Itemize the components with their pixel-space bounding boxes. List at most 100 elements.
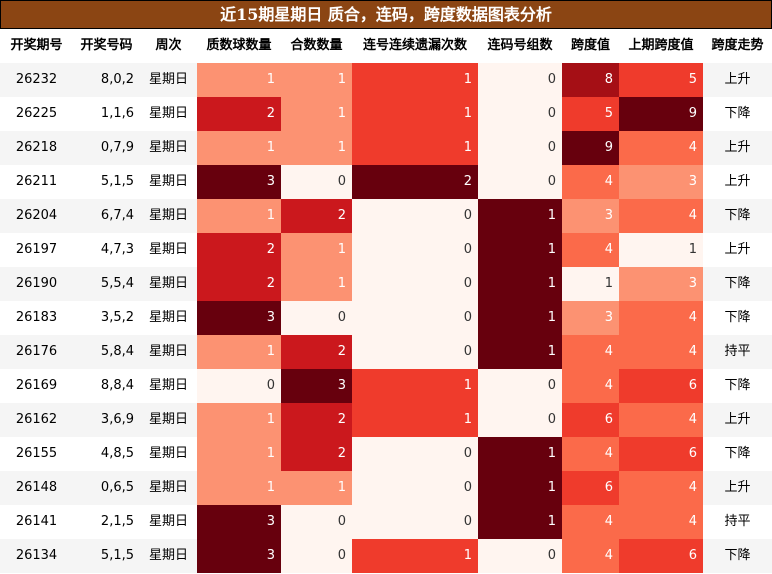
heat-cell: 6 (562, 471, 619, 505)
table-cell: 上升 (703, 131, 772, 165)
heat-cell: 1 (197, 403, 281, 437)
table-cell: 上升 (703, 471, 772, 505)
heat-cell: 0 (478, 97, 562, 131)
heat-cell: 6 (619, 369, 703, 403)
heat-cell: 5 (562, 97, 619, 131)
table-cell: 上升 (703, 63, 772, 97)
table-cell: 3,6,9 (73, 403, 140, 437)
table-cell: 上升 (703, 403, 772, 437)
table-cell: 5,1,5 (73, 539, 140, 573)
heat-cell: 4 (619, 335, 703, 369)
column-header: 跨度走势 (703, 29, 772, 63)
heat-cell: 2 (352, 165, 478, 199)
column-header: 开奖期号 (0, 29, 73, 63)
table-cell: 26162 (0, 403, 73, 437)
heat-cell: 1 (352, 97, 478, 131)
heat-cell: 1 (352, 403, 478, 437)
heat-cell: 4 (619, 403, 703, 437)
table-cell: 3,5,2 (73, 301, 140, 335)
table-cell: 8,0,2 (73, 63, 140, 97)
heat-cell: 3 (562, 199, 619, 233)
heat-cell: 2 (281, 199, 352, 233)
heat-cell: 1 (478, 335, 562, 369)
heat-cell: 3 (197, 539, 281, 573)
table-cell: 0,6,5 (73, 471, 140, 505)
heat-cell: 6 (619, 539, 703, 573)
table-cell: 上升 (703, 233, 772, 267)
heat-cell: 1 (478, 471, 562, 505)
heat-cell: 1 (478, 199, 562, 233)
table-cell: 26169 (0, 369, 73, 403)
heat-cell: 1 (197, 131, 281, 165)
heat-cell: 4 (562, 505, 619, 539)
heat-cell: 1 (281, 131, 352, 165)
heat-cell: 1 (197, 335, 281, 369)
heat-cell: 2 (197, 97, 281, 131)
table-cell: 下降 (703, 301, 772, 335)
table-cell: 星期日 (140, 233, 197, 267)
heat-cell: 0 (281, 539, 352, 573)
table-cell: 下降 (703, 369, 772, 403)
heat-cell: 1 (197, 471, 281, 505)
heat-cell: 2 (197, 233, 281, 267)
table-cell: 26197 (0, 233, 73, 267)
heat-cell: 1 (478, 437, 562, 471)
heat-cell: 8 (562, 63, 619, 97)
heat-cell: 3 (197, 165, 281, 199)
heat-cell: 1 (478, 301, 562, 335)
column-header: 周次 (140, 29, 197, 63)
heat-cell: 1 (478, 505, 562, 539)
heat-cell: 3 (619, 267, 703, 301)
table-cell: 26183 (0, 301, 73, 335)
heat-cell: 1 (281, 233, 352, 267)
heat-cell: 0 (352, 335, 478, 369)
table-cell: 星期日 (140, 437, 197, 471)
heat-cell: 0 (352, 471, 478, 505)
table-cell: 星期日 (140, 335, 197, 369)
table-cell: 4,7,3 (73, 233, 140, 267)
column-header: 跨度值 (562, 29, 619, 63)
table-cell: 持平 (703, 335, 772, 369)
table-cell: 26225 (0, 97, 73, 131)
heat-cell: 4 (619, 199, 703, 233)
table-cell: 下降 (703, 539, 772, 573)
column-header: 质数球数量 (197, 29, 281, 63)
table-cell: 星期日 (140, 471, 197, 505)
table-cell: 持平 (703, 505, 772, 539)
heat-cell: 4 (619, 131, 703, 165)
heat-cell: 0 (478, 369, 562, 403)
heat-cell: 0 (281, 165, 352, 199)
heat-cell: 3 (562, 301, 619, 335)
heat-cell: 3 (281, 369, 352, 403)
heat-cell: 0 (352, 437, 478, 471)
table-cell: 星期日 (140, 403, 197, 437)
heat-cell: 0 (352, 199, 478, 233)
heat-cell: 1 (352, 131, 478, 165)
heatmap-table: 开奖期号 开奖号码 周次 质数球数量 合数数量 连号连续遗漏次数 连码号组数 跨度值 上期跨度值… (0, 29, 772, 574)
table-cell: 26155 (0, 437, 73, 471)
heat-cell: 1 (197, 199, 281, 233)
table-cell: 上升 (703, 165, 772, 199)
table-cell: 1,1,6 (73, 97, 140, 131)
table-cell: 26141 (0, 505, 73, 539)
table-cell: 5,8,4 (73, 335, 140, 369)
heat-cell: 0 (281, 301, 352, 335)
heat-cell: 0 (478, 403, 562, 437)
heat-cell: 0 (478, 165, 562, 199)
table-cell: 星期日 (140, 97, 197, 131)
table-cell: 下降 (703, 267, 772, 301)
heat-cell: 0 (352, 233, 478, 267)
table-cell: 星期日 (140, 369, 197, 403)
heat-cell: 0 (352, 505, 478, 539)
heat-cell: 4 (619, 301, 703, 335)
chart-title: 近15期星期日 质合，连码，跨度数据图表分析 (0, 0, 772, 29)
heat-cell: 0 (281, 505, 352, 539)
heat-cell: 5 (619, 63, 703, 97)
heat-cell: 4 (562, 335, 619, 369)
table-cell: 5,5,4 (73, 267, 140, 301)
table-cell: 26204 (0, 199, 73, 233)
table-cell: 下降 (703, 97, 772, 131)
heat-cell: 6 (562, 403, 619, 437)
heat-cell: 1 (281, 267, 352, 301)
column-header: 合数数量 (281, 29, 352, 63)
